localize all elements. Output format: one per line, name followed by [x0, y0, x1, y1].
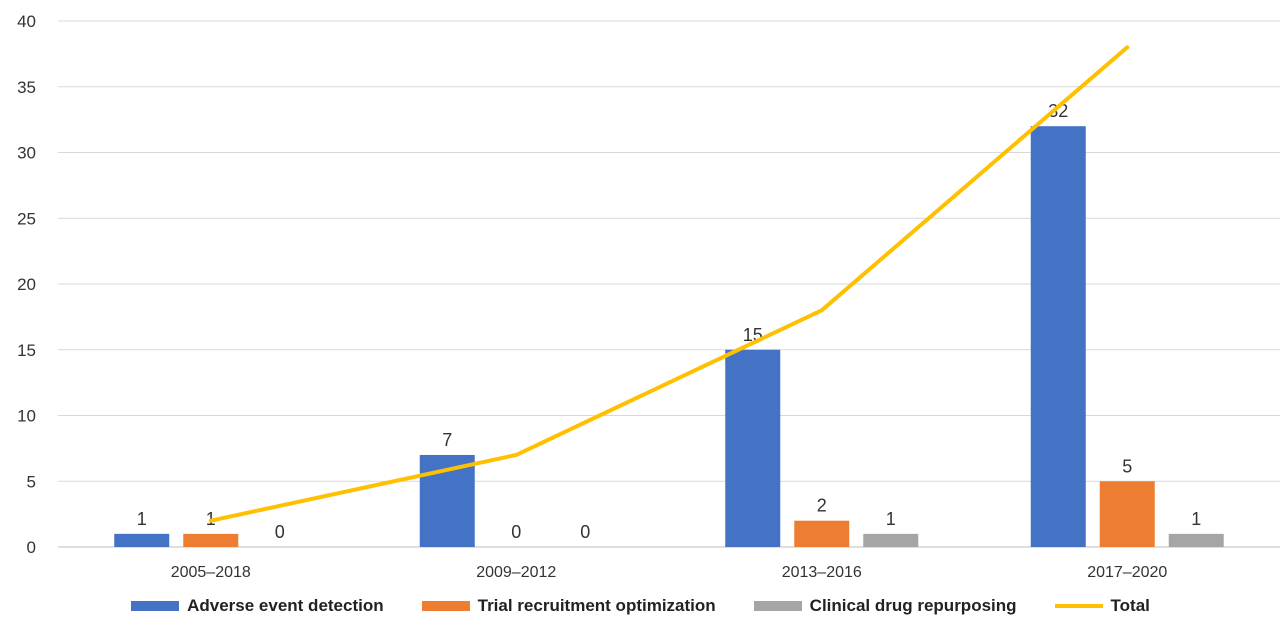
- bar: [794, 520, 850, 547]
- data-label: 7: [442, 430, 452, 450]
- legend-label: Clinical drug repurposing: [809, 596, 1017, 615]
- y-tick-label: 5: [27, 472, 36, 491]
- chart-legend: Adverse event detection Trial recruitmen…: [0, 596, 1281, 616]
- y-tick-label: 10: [17, 407, 36, 426]
- bar: [1099, 481, 1155, 547]
- y-tick-label: 30: [17, 144, 36, 163]
- y-tick-label: 15: [17, 341, 36, 360]
- legend-label: Adverse event detection: [187, 596, 384, 615]
- data-label: 1: [886, 509, 896, 529]
- data-label: 0: [511, 522, 521, 542]
- y-tick-label: 20: [17, 275, 36, 294]
- y-tick-label: 35: [17, 78, 36, 97]
- legend-item-adverse-event-detection: Adverse event detection: [131, 596, 384, 616]
- total-line: [208, 45, 1130, 523]
- bar: [1030, 126, 1086, 547]
- legend-item-trial-recruitment-optimization: Trial recruitment optimization: [421, 596, 716, 616]
- x-tick-label: 2013–2016: [782, 564, 862, 581]
- legend-swatch-total: [1054, 604, 1103, 608]
- data-label: 1: [137, 509, 147, 529]
- x-tick-label: 2017–2020: [1087, 564, 1167, 581]
- data-label: 0: [580, 522, 590, 542]
- bar: [725, 349, 781, 547]
- bar: [1168, 533, 1224, 547]
- data-label: 32: [1048, 101, 1068, 121]
- data-label: 1: [1191, 509, 1201, 529]
- x-tick-label: 2005–2018: [171, 564, 251, 581]
- x-tick-label: 2009–2012: [476, 564, 556, 581]
- legend-item-clinical-drug-repurposing: Clinical drug repurposing: [753, 596, 1017, 616]
- legend-item-total: Total: [1054, 596, 1150, 616]
- data-label: 2: [817, 496, 827, 516]
- data-label: 0: [275, 522, 285, 542]
- legend-swatch-trial-recruitment-optimization: [421, 601, 470, 611]
- legend-swatch-clinical-drug-repurposing: [753, 601, 802, 611]
- bar: [863, 533, 919, 547]
- data-label: 5: [1122, 456, 1132, 476]
- legend-swatch-adverse-event-detection: [131, 601, 180, 611]
- y-tick-label: 40: [17, 12, 36, 31]
- bar: [114, 533, 170, 547]
- y-tick-label: 0: [27, 538, 36, 557]
- legend-label: Total: [1110, 596, 1150, 615]
- bar: [183, 533, 239, 547]
- legend-label: Trial recruitment optimization: [477, 596, 716, 615]
- y-tick-label: 25: [17, 209, 36, 228]
